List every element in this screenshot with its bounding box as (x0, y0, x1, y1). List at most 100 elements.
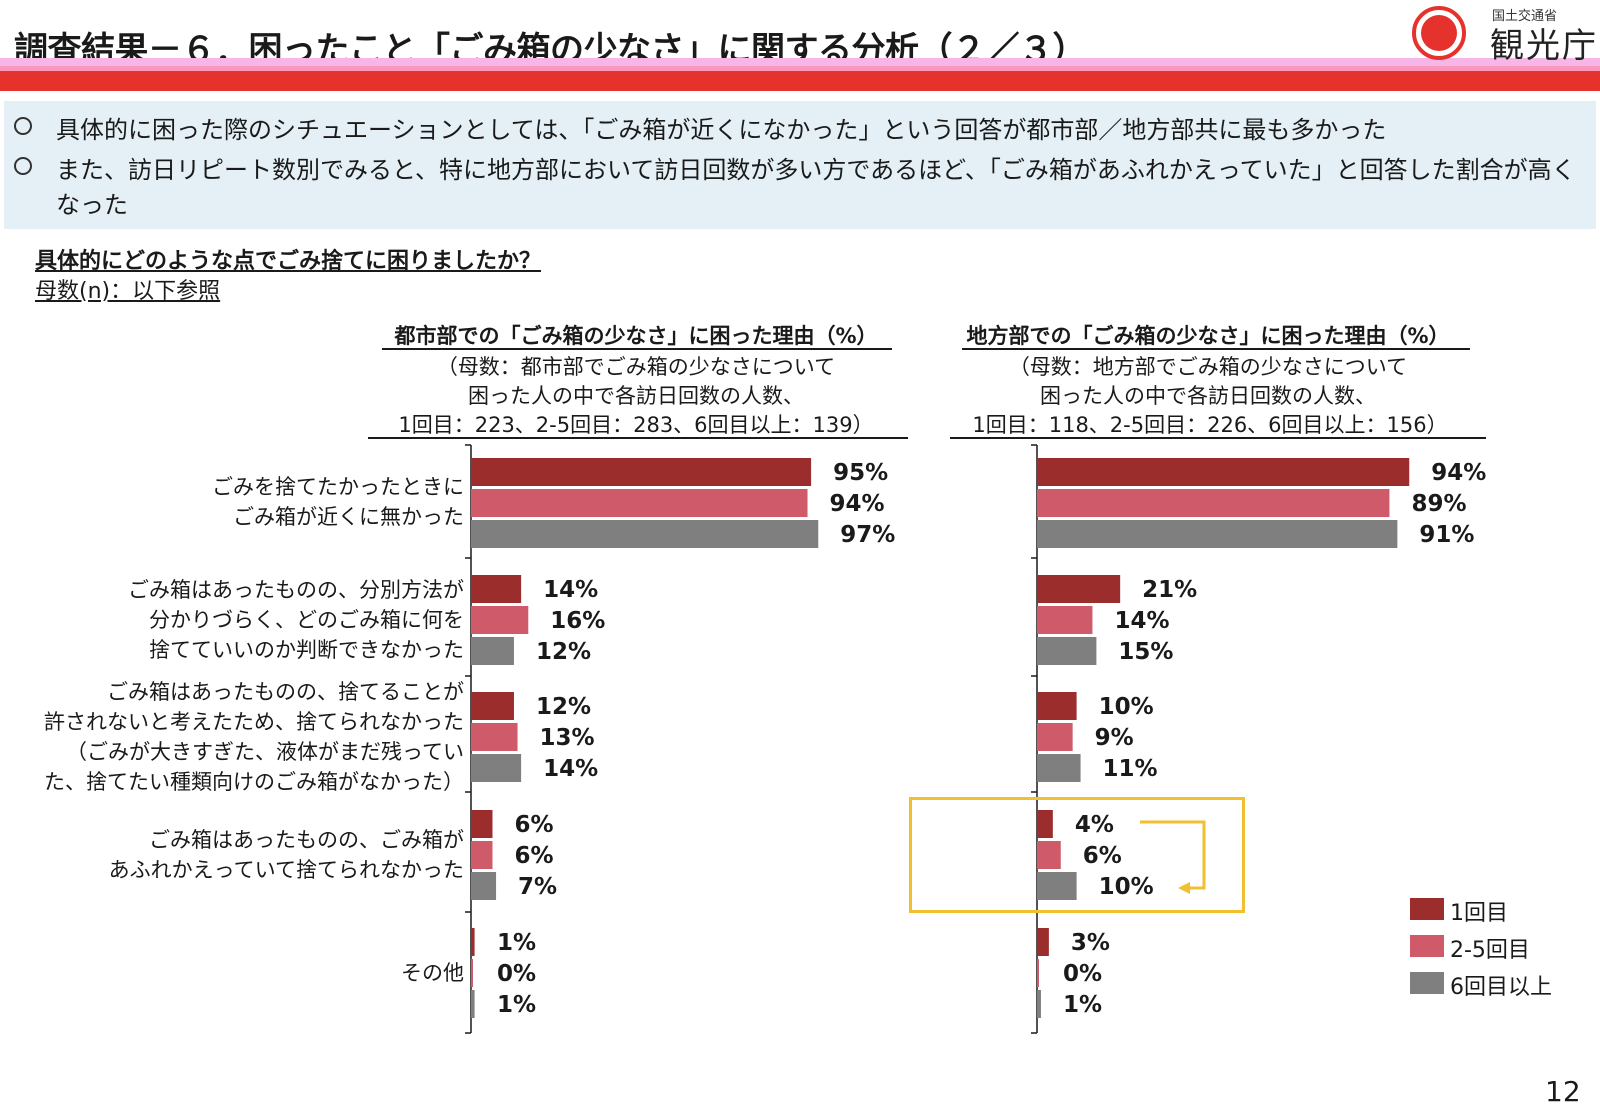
rural-bar (1037, 990, 1041, 1018)
rural-value-label: 15% (1118, 639, 1173, 665)
urban-value-label: 16% (550, 608, 605, 634)
rural-panel-sub3: 1回目：118、2-5回目：226、6回目以上：156） (972, 413, 1448, 437)
rural-bar (1037, 723, 1073, 751)
rural-bar (1037, 841, 1061, 869)
rural-value-label: 94% (1431, 460, 1486, 486)
urban-value-label: 14% (543, 756, 598, 782)
summary-line-3: なった (56, 191, 128, 219)
rural-panel-sub1: （母数：地方部でごみ箱の少なさについて (1008, 355, 1408, 379)
summary-line-1: 具体的に困った際のシチュエーションとしては、「ごみ箱が近くになかった」という回答… (56, 116, 1387, 144)
urban-bar (471, 959, 473, 987)
category-label-2: ごみ箱はあったものの、分別方法が 分かりづらく、どのごみ箱に何を 捨てていいのか… (128, 575, 464, 665)
legend-swatch-first (1410, 898, 1444, 920)
rural-bar (1037, 754, 1081, 782)
rural-bar (1037, 606, 1093, 634)
urban-bar (471, 520, 819, 548)
summary-box: 具体的に困った際のシチュエーションとしては、「ごみ箱が近くになかった」という回答… (4, 101, 1596, 229)
category-label-line: （ごみが大きすぎた、液体がまだ残ってい (66, 740, 464, 764)
bullet-circle-icon (14, 117, 32, 135)
category-label-line: た、捨てたい種類向けのごみ箱がなかった） (44, 770, 464, 794)
page-number: 12 (1545, 1075, 1581, 1108)
urban-bar (471, 990, 475, 1018)
rural-bar (1037, 489, 1390, 517)
urban-value-label: 6% (514, 812, 553, 838)
urban-title-underline (382, 348, 892, 350)
rural-value-label: 21% (1142, 577, 1197, 603)
summary-line-2: また、訪日リピート数別でみると、特に地方部において訪日回数が多い方であるほど、「… (56, 156, 1576, 184)
urban-value-label: 13% (540, 725, 595, 751)
urban-value-label: 94% (830, 491, 885, 517)
category-label-line: ごみを捨てたかったときに (212, 475, 464, 499)
highlight-box (909, 797, 1245, 913)
logo-agency-text: 観光庁 (1490, 26, 1598, 66)
survey-question: 具体的にどのような点でごみ捨てに困りましたか？ (35, 249, 542, 274)
legend-label-first: 1回目 (1450, 901, 1508, 926)
rural-value-label: 89% (1411, 491, 1466, 517)
urban-value-label: 6% (514, 843, 553, 869)
rural-panel-title: 地方部での「ごみ箱の少なさ」に困った理由（%） (966, 324, 1450, 348)
rural-bar (1037, 959, 1039, 987)
header-band-gradient (0, 66, 1600, 71)
category-label-line: その他 (401, 961, 464, 985)
rural-value-label: 6% (1083, 843, 1122, 869)
legend-label-mid: 2-5回目 (1450, 938, 1530, 963)
urban-bar (471, 637, 514, 665)
rural-value-label: 1% (1063, 992, 1102, 1018)
urban-bar (471, 692, 514, 720)
urban-value-label: 7% (518, 874, 557, 900)
rural-value-label: 14% (1114, 608, 1169, 634)
agency-logo-sun-icon (1421, 15, 1457, 51)
category-label-line: 捨てていいのか判断できなかった (149, 638, 464, 662)
urban-panel-sub1: （母数：都市部でごみ箱の少なさについて (436, 355, 836, 379)
rural-value-label: 11% (1103, 756, 1158, 782)
rural-title-underline (962, 348, 1470, 350)
rural-value-label: 91% (1419, 522, 1474, 548)
category-label-1: ごみを捨てたかったときに ごみ箱が近くに無かった (212, 472, 464, 532)
category-label-line: ごみ箱はあったものの、捨てることが (107, 680, 464, 704)
urban-panel-sub3: 1回目：223、2-5回目：283、6回目以上：139） (398, 413, 874, 437)
urban-value-label: 1% (497, 930, 536, 956)
rural-bar (1037, 575, 1121, 603)
rural-bar (1037, 810, 1053, 838)
legend-swatch-mid (1410, 935, 1444, 957)
category-label-4: ごみ箱はあったものの、ごみ箱が あふれかえっていて捨てられなかった (109, 825, 464, 885)
category-label-5: その他 (401, 958, 464, 988)
urban-bar (471, 723, 518, 751)
rural-bar (1037, 520, 1398, 548)
urban-bar (471, 928, 475, 956)
trend-arrow (1140, 820, 1206, 890)
rural-value-label: 10% (1099, 874, 1154, 900)
rural-bar (1037, 458, 1410, 486)
urban-bar (471, 810, 493, 838)
category-label-line: ごみ箱が近くに無かった (233, 505, 464, 529)
rural-bar (1037, 872, 1077, 900)
rural-bar (1037, 928, 1049, 956)
urban-value-label: 12% (536, 639, 591, 665)
bullet-circle-icon (14, 157, 32, 175)
rural-bar (1037, 637, 1097, 665)
logo-ministry-text: 国土交通省 (1492, 9, 1558, 24)
category-label-3: ごみ箱はあったものの、捨てることが 許されないと考えたため、捨てられなかった （… (44, 677, 464, 797)
urban-value-label: 14% (543, 577, 598, 603)
urban-value-label: 95% (833, 460, 888, 486)
urban-value-label: 12% (536, 694, 591, 720)
urban-bar (471, 841, 493, 869)
rural-value-label: 0% (1063, 961, 1102, 987)
rural-value-label: 10% (1099, 694, 1154, 720)
header-band-red (0, 71, 1600, 91)
category-label-line: ごみ箱はあったものの、分別方法が (128, 578, 464, 602)
urban-bar (471, 575, 522, 603)
urban-bar (471, 489, 808, 517)
urban-panel-title: 都市部での「ごみ箱の少なさ」に困った理由（%） (394, 324, 878, 348)
rural-bar (1037, 692, 1077, 720)
urban-bar (471, 606, 529, 634)
urban-sub-underline (368, 437, 908, 439)
rural-sub-underline (950, 437, 1486, 439)
urban-panel-sub2: 困った人の中で各訪日回数の人数、 (468, 384, 804, 408)
category-label-line: 許されないと考えたため、捨てられなかった (44, 710, 464, 734)
legend-label-repeat: 6回目以上 (1450, 975, 1552, 1000)
base-note: 母数(n)：以下参照 (35, 279, 221, 304)
urban-bar (471, 872, 497, 900)
trend-arrowhead-icon (1178, 882, 1190, 894)
